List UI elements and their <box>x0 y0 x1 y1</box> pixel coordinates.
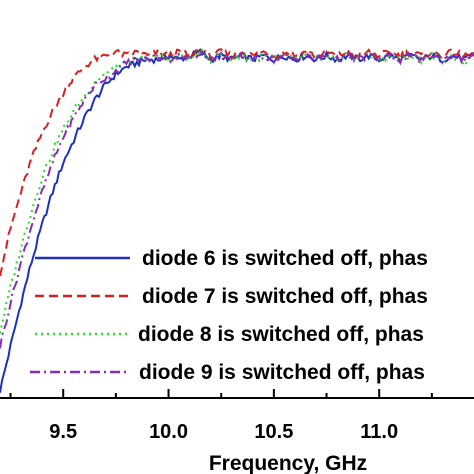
series-layer <box>0 45 474 393</box>
x-axis-ticks: 9.5 10.0 10.5 11.0 <box>9 389 433 443</box>
x-tick-label: 9.5 <box>49 421 77 443</box>
legend: diode 6 is switched off, phas diode 7 is … <box>30 247 428 384</box>
series-line-9 <box>0 50 474 349</box>
x-tick-label: 10.0 <box>149 421 188 443</box>
legend-label-6: diode 6 is switched off, phas <box>142 247 428 270</box>
x-tick-label: 11.0 <box>360 421 398 443</box>
series-line-8 <box>0 47 474 334</box>
series-line-7 <box>0 45 474 277</box>
x-axis-title: Frequency, GHz <box>209 452 367 474</box>
legend-label-8: diode 8 is switched off, phas <box>138 323 424 346</box>
legend-label-9: diode 9 is switched off, phas <box>139 361 425 384</box>
legend-label-7: diode 7 is switched off, phas <box>142 285 428 308</box>
x-tick-label: 10.5 <box>254 421 293 443</box>
